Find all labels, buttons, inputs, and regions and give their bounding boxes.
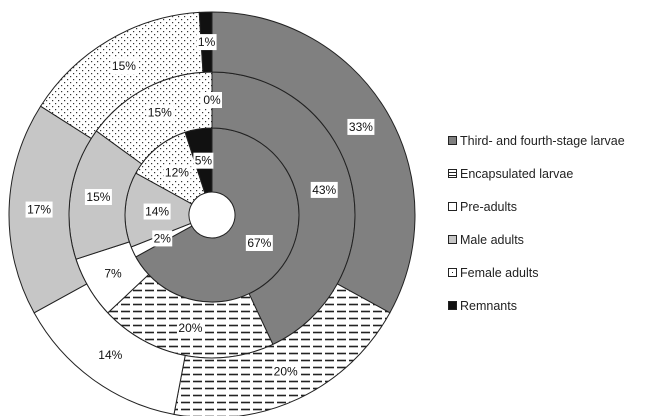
legend-label: Pre-adults [460, 199, 517, 214]
legend-label: Remnants [460, 298, 517, 313]
label-background [245, 234, 273, 251]
label-background [146, 104, 174, 121]
legend-item-pre-adults: Pre-adults [448, 190, 653, 223]
legend-item-female-adults: Female adults [448, 256, 653, 289]
legend-swatch [448, 202, 457, 211]
label-middle-encapsulated: 20% [178, 321, 202, 335]
donut-chart: 67% 2% 14% 12% 5% 43% 20% 7% 15% 15% 0% 33% 20% 14% 17… [8, 11, 416, 416]
label-outer-male-adults: 17% [27, 203, 51, 217]
label-inner-pre-adults: 2% [154, 231, 172, 245]
legend-label: Encapsulated larvae [460, 166, 574, 181]
label-background [25, 201, 53, 218]
legend-swatch [448, 301, 457, 310]
label-outer-pre-adults: 14% [98, 348, 122, 362]
label-middle-remnants: 0% [203, 93, 221, 107]
legend-swatch [448, 235, 457, 244]
label-background [272, 363, 300, 380]
label-inner-male-adults: 14% [145, 205, 169, 219]
legend-label: Male adults [460, 232, 524, 247]
label-middle-female-adults: 15% [148, 106, 172, 120]
legend-swatch [448, 136, 457, 145]
label-background [193, 152, 214, 169]
label-background [84, 189, 112, 206]
label-middle-male-adults: 15% [86, 190, 110, 204]
label-inner-third-fourth-stage: 67% [247, 236, 271, 250]
label-background [96, 346, 124, 363]
label-background [152, 230, 173, 247]
slice-outer-third-fourth-stage [211, 11, 416, 314]
label-middle-third-fourth-stage: 43% [312, 183, 336, 197]
legend-swatch [448, 169, 457, 178]
label-outer-female-adults: 15% [112, 59, 136, 73]
legend-item-third-fourth-stage: Third- and fourth-stage larvae [448, 124, 653, 157]
legend: Third- and fourth-stage larvae Encapsula… [448, 124, 653, 322]
legend-item-male-adults: Male adults [448, 223, 653, 256]
label-outer-remnants: 1% [198, 35, 216, 49]
legend-label: Female adults [460, 265, 539, 280]
legend-item-encapsulated: Encapsulated larvae [448, 157, 653, 190]
label-background [163, 164, 191, 181]
legend-item-remnants: Remnants [448, 289, 653, 322]
label-background [196, 34, 217, 51]
label-inner-remnants: 5% [195, 154, 213, 168]
label-outer-encapsulated: 20% [274, 365, 298, 379]
label-middle-pre-adults: 7% [104, 267, 122, 281]
legend-label: Third- and fourth-stage larvae [460, 133, 625, 148]
label-background [176, 319, 204, 336]
label-outer-third-fourth-stage: 33% [349, 120, 373, 134]
label-background [143, 203, 171, 220]
label-background [202, 92, 222, 108]
label-background [310, 181, 338, 198]
label-inner-female-adults: 12% [165, 166, 189, 180]
label-background [347, 118, 375, 135]
label-background [110, 58, 138, 75]
legend-swatch [448, 268, 457, 277]
label-background [103, 265, 124, 282]
